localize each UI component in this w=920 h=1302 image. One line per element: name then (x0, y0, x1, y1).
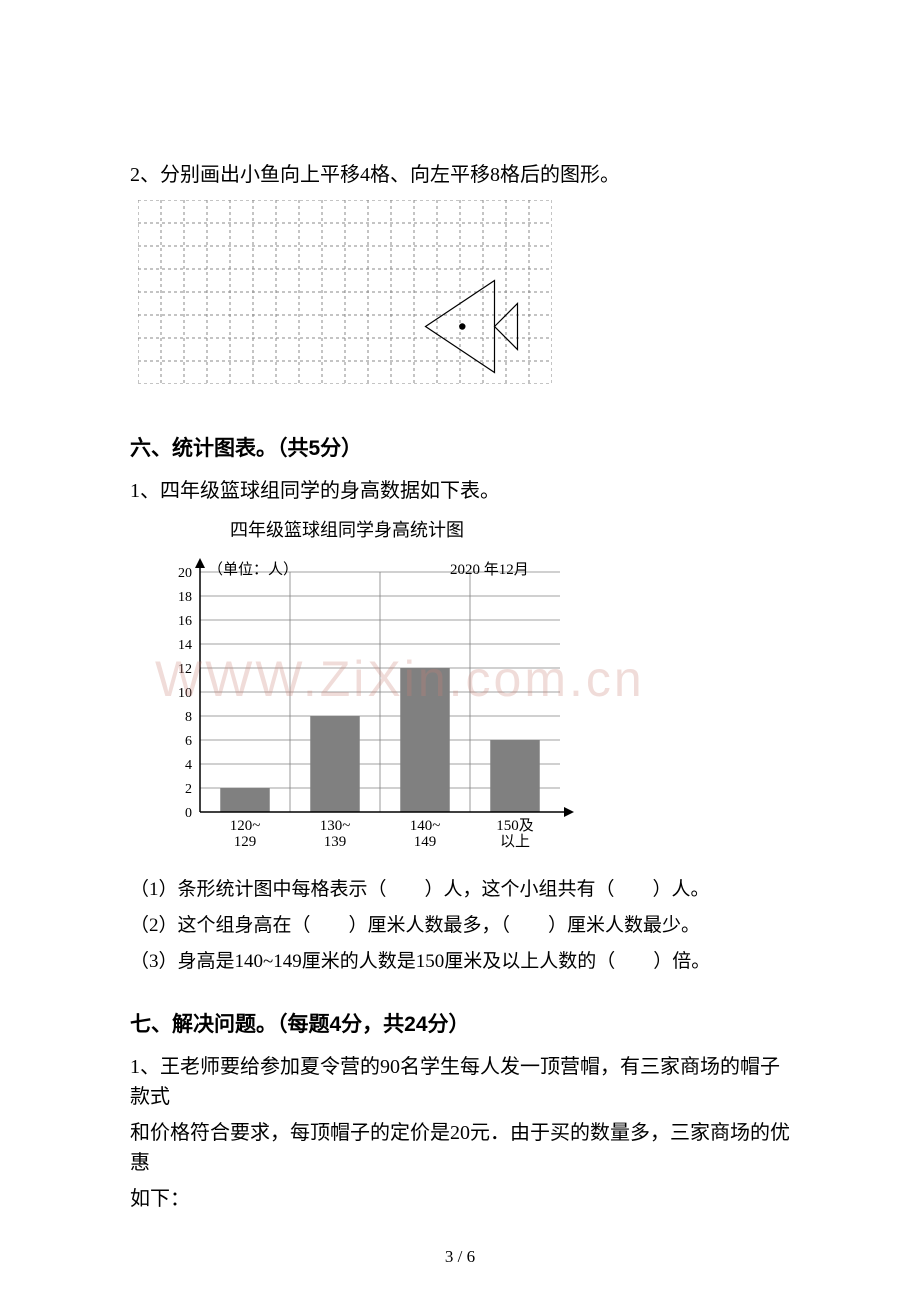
svg-text:140~: 140~ (410, 818, 441, 834)
sub-q2: （2）这个组身高在（ ）厘米人数最多，（ ）厘米人数最少。 (130, 908, 790, 944)
svg-text:20: 20 (178, 566, 192, 581)
svg-text:2: 2 (185, 782, 192, 797)
svg-text:129: 129 (234, 834, 257, 850)
svg-text:0: 0 (185, 806, 192, 821)
sub-q3: （3）身高是140~149厘米的人数是150厘米及以上人数的（ ）倍。 (130, 944, 790, 980)
s7-q1-l3: 如下： (130, 1184, 790, 1214)
s7-q1-l2: 和价格符合要求，每顶帽子的定价是20元．由于买的数量多，三家商场的优惠 (130, 1118, 790, 1178)
svg-text:10: 10 (178, 686, 192, 701)
svg-text:14: 14 (178, 638, 192, 653)
svg-text:4: 4 (185, 758, 192, 773)
s7-q1-l1: 1、王老师要给参加夏令营的90名学生每人发一顶营帽，有三家商场的帽子款式 (130, 1052, 790, 1112)
svg-text:150及: 150及 (496, 818, 534, 834)
section6-q1-text: 1、四年级篮球组同学的身高数据如下表。 (130, 476, 790, 506)
svg-text:16: 16 (178, 614, 192, 629)
bar-chart: 0 2 4 6 8 10 12 14 16 18 20 120~129 130~139 140~149 15… (150, 542, 580, 862)
sub-q1: （1）条形统计图中每格表示（ ）人，这个小组共有（ ）人。 (130, 872, 790, 908)
fish-grid-container (138, 200, 790, 400)
fish-grid (138, 200, 538, 400)
svg-text:130~: 130~ (320, 818, 351, 834)
svg-text:2020 年12月: 2020 年12月 (450, 561, 529, 578)
page-footer: 3 / 6 (0, 1247, 920, 1267)
svg-text:以上: 以上 (500, 833, 530, 850)
q2-text: 2、分别画出小鱼向上平移4格、向左平移8格后的图形。 (130, 160, 790, 190)
svg-text:18: 18 (178, 590, 192, 605)
svg-text:6: 6 (185, 734, 192, 749)
chart-container: 四年级篮球组同学身高统计图 0 2 4 6 8 10 12 14 16 18 20 120~129 13… (150, 516, 790, 862)
svg-text:120~: 120~ (230, 818, 261, 834)
svg-text:12: 12 (178, 662, 192, 677)
section7-header: 七、解决问题。（每题4分，共24分） (130, 1008, 790, 1038)
svg-text:139: 139 (324, 834, 347, 850)
svg-text:（单位：人）: （单位：人） (208, 561, 298, 578)
svg-text:149: 149 (414, 834, 437, 850)
section6-header: 六、统计图表。（共5分） (130, 432, 790, 462)
svg-text:8: 8 (185, 710, 192, 725)
chart-title: 四年级篮球组同学身高统计图 (150, 516, 790, 542)
